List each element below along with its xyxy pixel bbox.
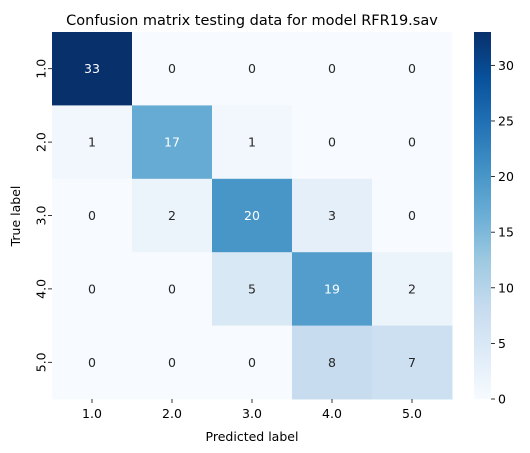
heatmap-cell <box>132 325 213 400</box>
heatmap-cell <box>212 32 293 106</box>
colorbar-tick-label: 25 <box>498 113 514 128</box>
y-tick-label: 1.0 <box>34 59 49 79</box>
heatmap-cell <box>132 178 213 253</box>
cell-value-label: 0 <box>328 135 336 150</box>
heatmap-cell <box>372 178 453 253</box>
x-tick-label: 4.0 <box>322 406 342 421</box>
colorbar-tick-label: 0 <box>498 392 506 407</box>
x-tick-label: 3.0 <box>242 406 262 421</box>
heatmap-cell <box>132 32 213 106</box>
heatmap-cell <box>372 32 453 106</box>
y-tick-label: 4.0 <box>34 279 49 299</box>
colorbar-tick-label: 30 <box>498 58 514 73</box>
heatmap-cell <box>292 32 373 106</box>
x-axis-ticks: 1.0 2.0 3.0 4.0 5.0 <box>82 399 422 421</box>
heatmap-cell <box>52 252 133 327</box>
cell-value-label: 1 <box>88 135 96 150</box>
cell-value-label: 0 <box>88 355 96 370</box>
heatmap-cells: 33 0 0 0 01 17 1 0 00 2 20 3 00 0 5 19 20 0 0 8 7 <box>52 32 453 400</box>
x-axis-label: Predicted label <box>206 429 299 444</box>
cell-value-label: 2 <box>408 281 416 296</box>
heatmap-cell <box>212 252 293 327</box>
heatmap-cell <box>132 105 213 180</box>
cell-value-label: 19 <box>324 281 340 296</box>
heatmap-cell <box>292 178 373 253</box>
cell-value-label: 8 <box>328 355 336 370</box>
y-tick-label: 2.0 <box>34 132 49 152</box>
cell-value-label: 7 <box>408 355 416 370</box>
cell-value-label: 20 <box>244 208 260 223</box>
heatmap-cell <box>52 32 133 106</box>
cell-value-label: 0 <box>408 208 416 223</box>
cell-value-label: 0 <box>328 61 336 76</box>
heatmap-cell <box>212 325 293 400</box>
heatmap-cell <box>212 105 293 180</box>
cell-value-label: 5 <box>248 281 256 296</box>
heatmap-cell <box>292 252 373 327</box>
cell-value-label: 0 <box>168 61 176 76</box>
colorbar-tick-label: 15 <box>498 225 514 240</box>
heatmap-cell <box>132 252 213 327</box>
heatmap-cell <box>372 252 453 327</box>
y-tick-label: 5.0 <box>34 352 49 372</box>
cell-value-label: 0 <box>168 281 176 296</box>
chart-title: Confusion matrix testing data for model … <box>66 13 438 29</box>
cell-value-label: 3 <box>328 208 336 223</box>
cell-value-label: 2 <box>168 208 176 223</box>
y-tick-label: 3.0 <box>34 206 49 226</box>
cell-value-label: 0 <box>248 61 256 76</box>
cell-value-label: 33 <box>84 61 100 76</box>
colorbar-tick-label: 10 <box>498 280 514 295</box>
heatmap-cell <box>52 105 133 180</box>
cell-value-label: 0 <box>168 355 176 370</box>
heatmap-cell <box>372 325 453 400</box>
cell-value-label: 0 <box>88 208 96 223</box>
heatmap-cell <box>292 105 373 180</box>
heatmap-cell <box>372 105 453 180</box>
cell-value-label: 17 <box>164 135 180 150</box>
y-axis-ticks: 1.0 2.0 3.0 4.0 5.0 <box>34 59 52 372</box>
colorbar-tick-label: 5 <box>498 336 506 351</box>
cell-value-label: 0 <box>408 135 416 150</box>
heatmap-cell <box>52 325 133 400</box>
heatmap-cell <box>292 325 373 400</box>
cell-value-label: 0 <box>248 355 256 370</box>
heatmap-cell <box>212 178 293 253</box>
colorbar-ticks: 0 5 10 15 20 25 30 <box>491 58 514 407</box>
cell-value-label: 0 <box>88 281 96 296</box>
heatmap-cell <box>52 178 133 253</box>
x-tick-label: 1.0 <box>82 406 102 421</box>
colorbar <box>474 32 491 399</box>
colorbar-tick-label: 20 <box>498 169 514 184</box>
cell-value-label: 0 <box>408 61 416 76</box>
y-axis-label: True label <box>8 186 23 248</box>
x-tick-label: 2.0 <box>162 406 182 421</box>
x-tick-label: 5.0 <box>402 406 422 421</box>
cell-value-label: 1 <box>248 135 256 150</box>
